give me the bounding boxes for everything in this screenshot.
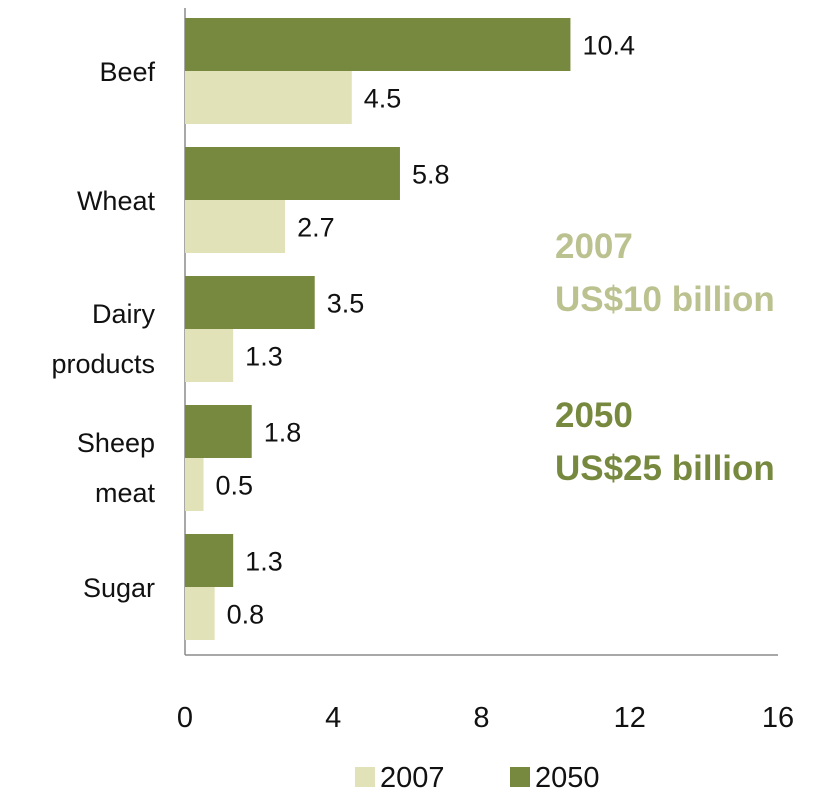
x-tick-label: 12 bbox=[614, 702, 646, 734]
x-tick-label: 4 bbox=[325, 702, 341, 734]
data-label-2050: 1.3 bbox=[245, 547, 283, 577]
annotation-text: US$10 billion bbox=[555, 280, 775, 319]
bar-2050 bbox=[185, 276, 315, 329]
legend-label: 2007 bbox=[380, 762, 445, 793]
data-label-2050: 5.8 bbox=[412, 160, 450, 190]
annotation-text: 2050 bbox=[555, 396, 633, 435]
bar-2007 bbox=[185, 329, 234, 382]
data-label-2007: 0.8 bbox=[227, 600, 265, 630]
x-tick-label: 0 bbox=[177, 702, 193, 734]
data-label-2007: 1.3 bbox=[245, 342, 283, 372]
x-tick-label: 8 bbox=[473, 702, 489, 734]
data-label-2050: 10.4 bbox=[582, 31, 635, 61]
bar-2007 bbox=[185, 200, 286, 253]
data-label-2007: 2.7 bbox=[297, 213, 335, 243]
category-label: Dairy products bbox=[51, 299, 155, 379]
bar-2007 bbox=[185, 71, 352, 124]
x-tick-label: 16 bbox=[762, 702, 794, 734]
bar-2007 bbox=[185, 587, 215, 640]
category-label: Sugar bbox=[83, 573, 155, 603]
legend-label: 2050 bbox=[535, 762, 600, 793]
bar-2050 bbox=[185, 405, 252, 458]
bar-2050 bbox=[185, 534, 234, 587]
category-label: Sheep meat bbox=[77, 428, 156, 508]
data-label-2050: 3.5 bbox=[327, 289, 365, 319]
annotation-text: 2007 bbox=[555, 227, 633, 266]
legend-swatch bbox=[355, 767, 375, 787]
data-label-2050: 1.8 bbox=[264, 418, 302, 448]
data-label-2007: 4.5 bbox=[364, 84, 402, 114]
data-label-2007: 0.5 bbox=[216, 471, 254, 501]
bar-2050 bbox=[185, 18, 571, 71]
bar-2050 bbox=[185, 147, 400, 200]
category-label: Wheat bbox=[77, 186, 156, 216]
category-label: Beef bbox=[99, 57, 155, 87]
bar-2007 bbox=[185, 458, 204, 511]
annotation-text: US$25 billion bbox=[555, 449, 775, 488]
legend-swatch bbox=[510, 767, 530, 787]
